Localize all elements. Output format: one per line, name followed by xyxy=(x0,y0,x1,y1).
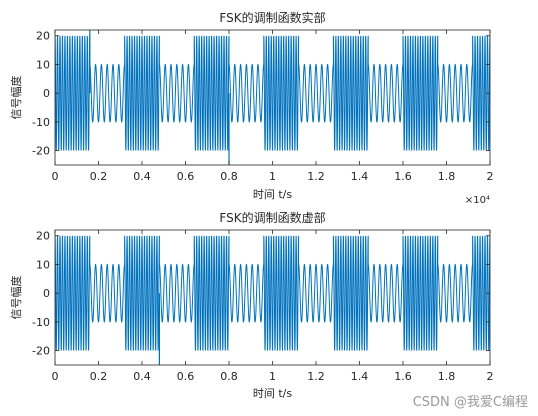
x-tick-label: 1 xyxy=(269,170,276,183)
y-tick-label: 20 xyxy=(36,30,50,43)
x-tick-label: 0 xyxy=(52,370,59,383)
x-tick-label: 2 xyxy=(487,170,494,183)
chart-2: 0 0.2 0.4 0.6 0.8 1 1.2 1.4 1.6 1.8 2 20 10 0 -10 -20 FS… xyxy=(9,210,494,400)
x-tick-label: 0.2 xyxy=(90,370,108,383)
x-tick-label: 1.6 xyxy=(394,370,412,383)
chart-title: FSK的调制函数虚部 xyxy=(219,210,325,225)
x-tick-label: 0.4 xyxy=(133,370,151,383)
x-tick-label: 0.8 xyxy=(220,170,238,183)
series-line xyxy=(55,235,490,351)
y-tick-label: -10 xyxy=(32,316,50,329)
x-tick-label: 0.6 xyxy=(177,170,195,183)
y-tick-label: 0 xyxy=(43,287,50,300)
y-tick-label: 20 xyxy=(36,230,50,243)
x-tick-label: 1.4 xyxy=(351,170,369,183)
x-tick-label: 1.8 xyxy=(438,370,456,383)
x-tick-label: 1.2 xyxy=(307,170,325,183)
x-tick-label: 0.4 xyxy=(133,170,151,183)
x-tick-label: 1.4 xyxy=(351,370,369,383)
x-axis-label: 时间 t/s xyxy=(253,188,293,201)
y-tick-label: 10 xyxy=(36,58,50,71)
chart-1: 0 0.2 0.4 0.6 0.8 1 1.2 1.4 1.6 1.8 2 20 10 0 -10 -20 FS… xyxy=(9,10,494,206)
x-tick-label: 1.6 xyxy=(394,170,412,183)
x-exponent-label: ×10⁴ xyxy=(465,195,490,206)
x-tick-label: 0 xyxy=(52,170,59,183)
y-tick-label: -20 xyxy=(32,345,50,358)
x-axis-label: 时间 t/s xyxy=(253,387,293,400)
series-line xyxy=(55,35,490,151)
x-tick-label: 1.2 xyxy=(307,370,325,383)
y-tick-label: -20 xyxy=(32,145,50,158)
y-tick-label: -10 xyxy=(32,116,50,129)
x-tick-label: 0.6 xyxy=(177,370,195,383)
x-tick-label: 0.2 xyxy=(90,170,108,183)
y-tick-label: 0 xyxy=(43,87,50,100)
watermark: CSDN @我爱C编程 xyxy=(412,395,528,410)
x-tick-label: 0.8 xyxy=(220,370,238,383)
x-tick-label: 1.8 xyxy=(438,170,456,183)
y-axis-label: 信号幅度 xyxy=(9,76,23,120)
y-axis-label: 信号幅度 xyxy=(9,276,23,320)
y-tick-label: 10 xyxy=(36,258,50,271)
x-tick-label: 2 xyxy=(487,370,494,383)
x-tick-label: 1 xyxy=(269,370,276,383)
chart-title: FSK的调制函数实部 xyxy=(219,10,325,25)
